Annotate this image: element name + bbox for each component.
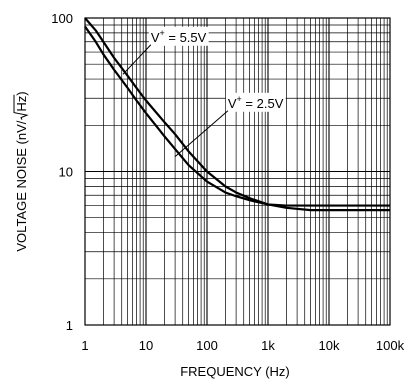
series-label-leader [122, 44, 152, 75]
x-tick-label: 10 [139, 338, 153, 353]
series-label-background [225, 92, 286, 112]
x-tick-label: 1k [261, 338, 275, 353]
y-tick-label: 1 [66, 318, 73, 333]
y-tick-labels: 1 10 100 [51, 11, 73, 333]
series-label-1: V+ = 5.5V [122, 26, 209, 75]
series-lines [84, 17, 390, 212]
y-tick-label: 10 [59, 165, 73, 180]
series-label-text: V+ = 5.5V [151, 28, 207, 45]
grid-lines [85, 18, 390, 325]
series-label-background [148, 26, 209, 46]
x-tick-label: 100 [196, 338, 218, 353]
x-tick-label: 10k [319, 338, 340, 353]
x-tick-label: 100k [376, 338, 405, 353]
y-tick-label: 100 [51, 11, 73, 26]
y-axis-title: VOLTAGE NOISE (nV/Hz) [13, 91, 29, 252]
series-label-leader [174, 110, 229, 158]
x-tick-label: 1 [81, 338, 88, 353]
series-label-text: V+ = 2.5V [228, 94, 284, 111]
y-axis-title-text: VOLTAGE NOISE (nV/Hz) [14, 91, 29, 251]
annotations: V+ = 5.5V V+ = 2.5V [122, 26, 286, 158]
series-label-2: V+ = 2.5V [174, 92, 286, 158]
x-axis-title: FREQUENCY (Hz) [180, 364, 290, 379]
series-line-1 [84, 17, 390, 207]
x-tick-labels: 1 10 100 1k 10k 100k [81, 338, 404, 353]
plot-frame [84, 17, 391, 326]
series-line-2 [84, 25, 390, 212]
radical-sign [13, 94, 29, 120]
